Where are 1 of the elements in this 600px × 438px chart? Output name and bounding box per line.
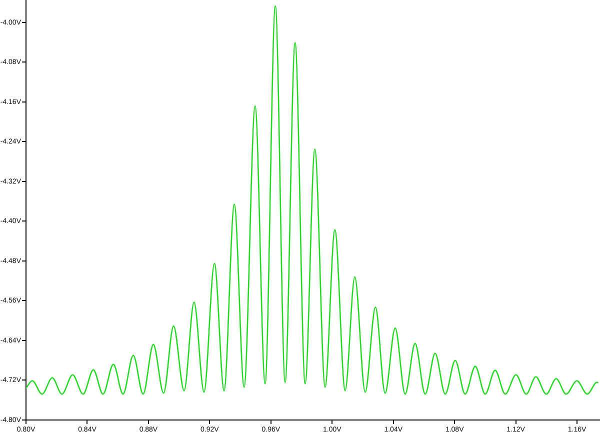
line-series [26,5,599,395]
